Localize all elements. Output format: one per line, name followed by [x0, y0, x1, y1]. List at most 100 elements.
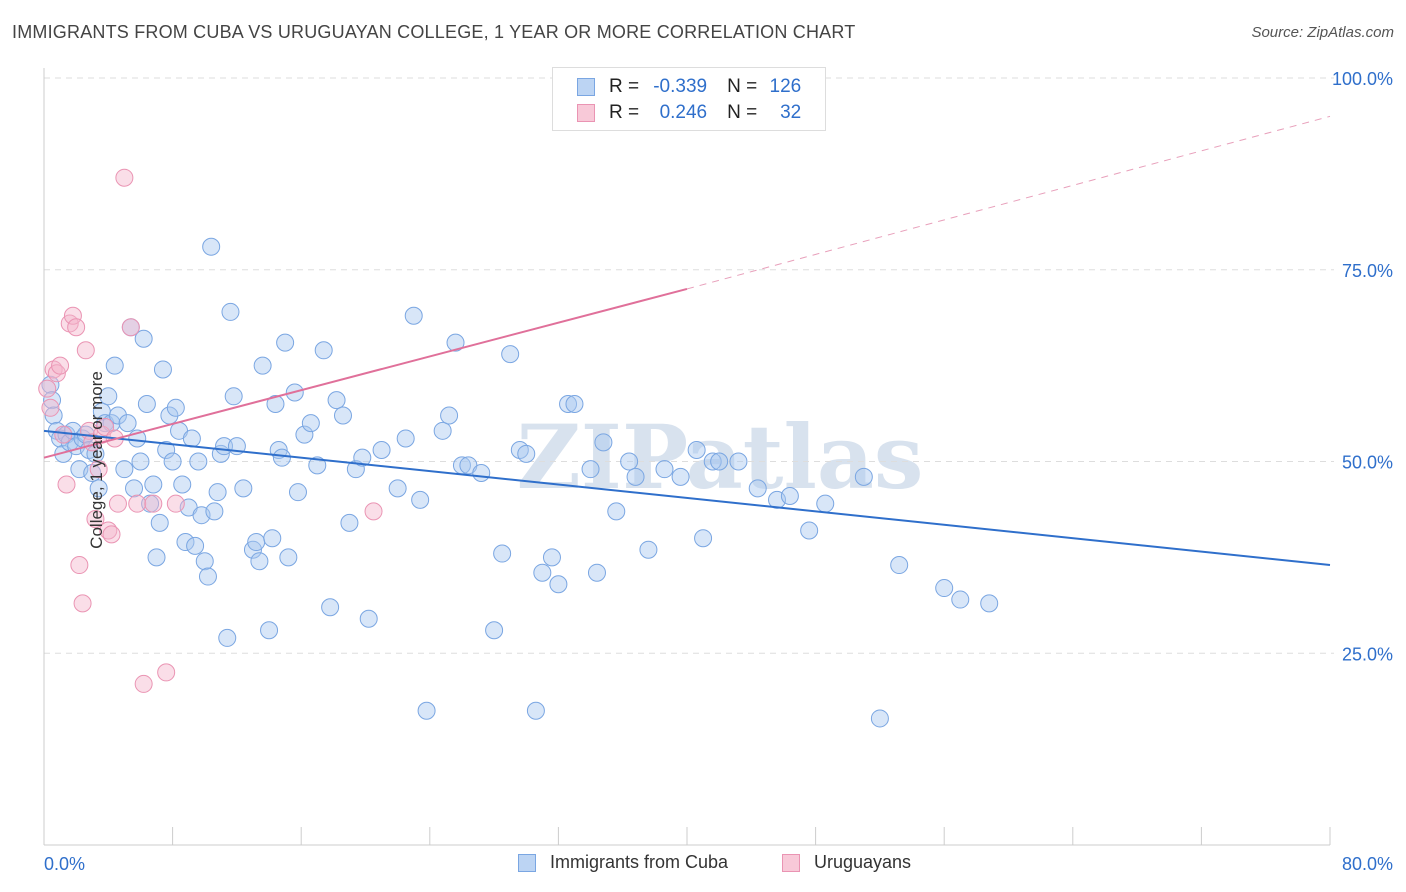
- chart-source: Source: ZipAtlas.com: [1251, 24, 1394, 41]
- uruguay-point: [57, 475, 76, 494]
- r-label: R =: [609, 102, 640, 123]
- cuba-point: [340, 513, 359, 532]
- cuba-point: [321, 598, 340, 617]
- cuba-point: [816, 494, 835, 513]
- stats-legend-row-uruguay: R = 0.246 N = 32: [577, 101, 801, 125]
- n-value-cuba: 126: [769, 76, 802, 97]
- n-label: N =: [727, 76, 758, 97]
- cuba-point: [526, 701, 545, 720]
- cuba-point: [166, 398, 185, 417]
- cuba-point: [43, 391, 62, 410]
- cuba-point: [620, 452, 639, 471]
- cuba-point: [301, 414, 320, 433]
- cuba-point: [163, 452, 182, 471]
- cuba-point: [279, 548, 298, 567]
- cuba-point: [108, 406, 127, 425]
- uruguay-point: [70, 556, 89, 575]
- cuba-point: [687, 440, 706, 459]
- cuba-point: [208, 483, 227, 502]
- cuba-point: [176, 533, 195, 552]
- cuba-point: [115, 460, 134, 479]
- cuba-point: [327, 391, 346, 410]
- cuba-point: [99, 387, 118, 406]
- cuba-point: [800, 521, 819, 540]
- chart-title: IMMIGRANTS FROM CUBA VS URUGUAYAN COLLEG…: [12, 22, 856, 42]
- uruguay-point: [86, 510, 105, 529]
- uruguay-point: [89, 460, 108, 479]
- uruguay-point: [108, 494, 127, 513]
- cuba-point: [411, 490, 430, 509]
- cuba-point: [308, 456, 327, 475]
- cuba-point: [626, 467, 645, 486]
- uruguay-point: [51, 356, 70, 375]
- r-label: R =: [609, 76, 640, 97]
- r-value-uruguay: 0.246: [659, 102, 708, 123]
- cuba-point: [748, 479, 767, 498]
- legend-item-cuba: Immigrants from Cuba: [518, 852, 728, 873]
- cuba-point: [433, 421, 452, 440]
- cuba-point: [266, 394, 285, 413]
- cuba-point: [729, 452, 748, 471]
- cuba-point: [639, 540, 658, 559]
- cuba-point: [186, 536, 205, 555]
- y-tick-label: 50.0%: [1342, 453, 1393, 473]
- uruguay-point: [38, 379, 57, 398]
- cuba-point: [581, 460, 600, 479]
- cuba-point: [118, 414, 137, 433]
- legend-label-cuba: Immigrants from Cuba: [550, 852, 729, 872]
- uruguay-trend-line: [43, 287, 688, 459]
- y-axis-label: College, 1 year or more: [86, 371, 106, 549]
- cuba-point: [703, 452, 722, 471]
- legend-label-uruguay: Uruguayans: [814, 852, 912, 872]
- cuba-point: [935, 579, 954, 598]
- uruguay-point: [73, 594, 92, 613]
- cuba-swatch: [577, 78, 595, 96]
- cuba-point: [565, 394, 584, 413]
- cuba-point: [388, 479, 407, 498]
- cuba-point: [359, 609, 378, 628]
- cuba-point: [870, 709, 889, 728]
- cuba-point: [854, 467, 873, 486]
- legend-item-uruguay: Uruguayans: [782, 852, 911, 873]
- cuba-point: [655, 460, 674, 479]
- cuba-point: [195, 552, 214, 571]
- stats-legend-row-cuba: R = -0.339 N = 126: [577, 75, 801, 99]
- cuba-point: [472, 464, 491, 483]
- cuba-point: [260, 621, 279, 640]
- cuba-point: [333, 406, 352, 425]
- cuba-point: [86, 444, 105, 463]
- uruguay-point: [144, 494, 163, 513]
- cuba-point: [533, 563, 552, 582]
- cuba-point: [125, 479, 144, 498]
- cuba-point: [137, 394, 156, 413]
- cuba-point: [890, 556, 909, 575]
- cuba-point: [404, 306, 423, 325]
- cuba-point: [493, 544, 512, 563]
- cuba-point: [417, 701, 436, 720]
- cuba-point: [234, 479, 253, 498]
- cuba-point: [440, 406, 459, 425]
- uruguay-point: [102, 525, 121, 544]
- cuba-point: [250, 552, 269, 571]
- cuba-point: [372, 440, 391, 459]
- cuba-point: [549, 575, 568, 594]
- cuba-point: [247, 533, 266, 552]
- uruguay-point: [76, 341, 95, 360]
- cuba-point: [501, 345, 520, 364]
- cuba-point: [221, 302, 240, 321]
- cuba-point: [485, 621, 504, 640]
- x-tick-label: 0.0%: [44, 854, 85, 874]
- cuba-point: [594, 433, 613, 452]
- uruguay-point: [63, 306, 82, 325]
- cuba-point: [189, 452, 208, 471]
- n-label: N =: [727, 102, 758, 123]
- uruguay-point: [134, 674, 153, 693]
- cuba-point: [288, 483, 307, 502]
- y-tick-label: 75.0%: [1342, 261, 1393, 281]
- cuba-point: [131, 452, 150, 471]
- cuba-point: [710, 452, 729, 471]
- cuba-point: [272, 448, 291, 467]
- uruguay-point: [54, 425, 73, 444]
- cuba-point: [517, 444, 536, 463]
